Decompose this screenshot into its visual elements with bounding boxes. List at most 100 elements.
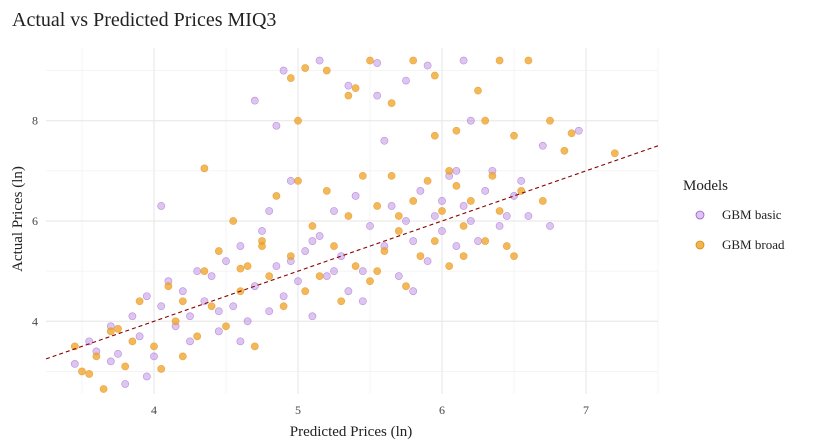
scatter-point <box>481 237 490 245</box>
scatter-point <box>373 91 382 100</box>
reference-line <box>45 145 659 360</box>
scatter-point <box>193 332 202 341</box>
scatter-point <box>330 242 338 250</box>
tick-labels: 4 5 6 7 4 6 8 <box>32 114 589 417</box>
scatter-point <box>430 131 439 140</box>
scatter-point <box>373 59 382 67</box>
legend-swatch <box>695 210 705 220</box>
scatter-point <box>567 129 576 138</box>
scatter-point <box>150 342 158 351</box>
scatter-point <box>495 56 504 65</box>
scatter-point <box>423 61 432 70</box>
scatter-point <box>121 380 130 388</box>
scatter-point <box>344 81 353 90</box>
scatter-point <box>114 349 122 358</box>
scatter-point <box>214 247 223 255</box>
scatter-point <box>351 84 360 93</box>
scatter-point <box>106 357 115 366</box>
scatter-point <box>114 324 122 333</box>
scatter-point <box>409 56 418 65</box>
scatter-point <box>394 227 403 235</box>
scatter-point <box>258 242 266 250</box>
scatter-point <box>200 297 209 306</box>
scatter-point <box>574 126 583 135</box>
scatter-point <box>409 237 418 245</box>
scatter-point <box>128 337 137 346</box>
scatter-point <box>517 176 526 185</box>
scatter-point <box>387 99 396 108</box>
scatter-point <box>430 237 439 245</box>
scatter-point <box>474 86 482 95</box>
scatter-point <box>452 126 461 135</box>
scatter-point <box>272 192 281 200</box>
scatter-point <box>315 232 324 240</box>
scatter-point <box>430 71 439 80</box>
scatter-point <box>524 212 533 220</box>
x-tick-label: 4 <box>151 403 157 417</box>
scatter-point <box>394 272 403 281</box>
y-axis-label: Actual Prices (ln) <box>10 166 26 272</box>
scatter-point <box>344 212 353 220</box>
scatter-point <box>272 121 281 130</box>
data-points <box>70 56 619 393</box>
scatter-point <box>438 207 446 215</box>
scatter-point <box>200 164 209 173</box>
y-tick-label: 6 <box>32 214 38 228</box>
scatter-point <box>258 227 266 235</box>
scatter-point <box>142 292 151 301</box>
y-tick-label: 4 <box>32 314 38 328</box>
scatter-point <box>121 362 130 371</box>
scatter-point <box>135 297 144 306</box>
scatter-point <box>322 272 331 281</box>
scatter-point <box>387 202 396 210</box>
reference-line-y-equals-x <box>45 145 659 360</box>
scatter-point <box>186 337 194 346</box>
scatter-point <box>502 212 511 220</box>
legend-swatch <box>695 240 705 250</box>
scatter-point <box>402 217 410 225</box>
scatter-point <box>538 141 547 150</box>
scatter-point <box>546 116 554 125</box>
scatter-point <box>315 56 324 65</box>
legend-label: GBM basic <box>722 207 782 222</box>
scatter-point <box>157 365 166 373</box>
scatter-point <box>337 252 346 261</box>
scatter-point <box>517 187 526 195</box>
scatter-point <box>301 287 310 296</box>
scatter-point <box>272 262 281 271</box>
legend-label: GBM broad <box>722 237 785 252</box>
scatter-point <box>495 222 504 230</box>
scatter-point <box>423 257 432 266</box>
scatter-point <box>70 360 79 368</box>
scatter-point <box>265 207 274 215</box>
scatter-point <box>474 237 482 245</box>
scatter-point <box>510 131 518 140</box>
scatter-point <box>546 222 554 230</box>
scatter-point <box>279 302 288 311</box>
scatter-point <box>452 242 461 250</box>
scatter-point <box>610 149 619 158</box>
scatter-point <box>358 267 367 276</box>
x-tick-label: 5 <box>295 403 301 417</box>
scatter-point <box>294 176 302 185</box>
scatter-point <box>358 297 367 306</box>
scatter-point <box>481 116 490 125</box>
scatter-point <box>308 237 317 245</box>
scatter-point <box>265 307 274 316</box>
scatter-point <box>286 176 295 185</box>
scatter-point <box>416 252 425 261</box>
scatter-point <box>366 56 374 65</box>
scatter-point <box>186 312 194 321</box>
scatter-point <box>236 242 245 250</box>
scatter-point <box>459 222 468 230</box>
scatter-point <box>330 267 338 276</box>
scatter-point <box>78 367 86 376</box>
scatter-point <box>250 96 259 105</box>
scatter-point <box>128 312 137 321</box>
scatter-point <box>229 302 238 311</box>
scatter-point <box>337 297 346 306</box>
scatter-point <box>394 212 403 220</box>
y-tick-label: 8 <box>32 114 38 128</box>
scatter-point <box>70 342 79 351</box>
